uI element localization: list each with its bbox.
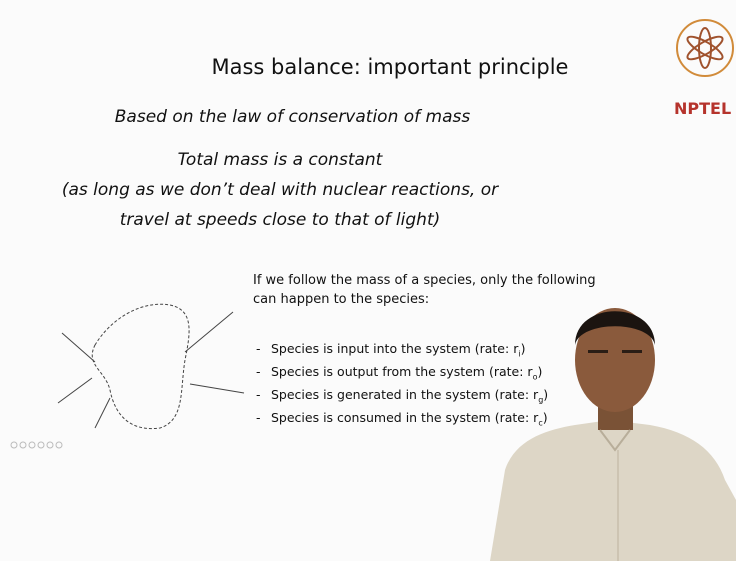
item-marker: - [256,341,271,356]
intro-line: can happen to the species: [253,292,429,307]
statement-line: Total mass is a constant [0,150,560,170]
statement-line: travel at speeds close to that of light) [0,210,560,230]
player-controls [11,442,62,448]
item-marker: - [256,364,271,379]
item-marker: - [256,410,271,425]
statement-line: (as long as we don’t deal with nuclear r… [0,180,560,200]
logo-text: NPTEL [674,99,731,118]
item: -Species is output from the system (rate… [256,364,542,382]
item-text: Species is consumed in the system (rate:… [271,410,538,425]
item: -Species is consumed in the system (rate… [256,410,548,428]
item: -Species is input into the system (rate:… [256,341,525,359]
system-diagram [58,304,244,428]
item-marker: - [256,387,271,402]
item: -Species is generated in the system (rat… [256,387,548,405]
slide: Mass balance: important principle Based … [0,0,736,561]
item-end: ) [537,364,542,379]
presenter [490,308,736,561]
title: Mass balance: important principle [0,55,736,79]
item-end: ) [543,410,548,425]
item-text: Species is generated in the system (rate… [271,387,538,402]
intro-line: If we follow the mass of a species, only… [253,273,596,288]
item-text: Species is input into the system (rate: … [271,341,518,356]
item-text: Species is output from the system (rate:… [271,364,533,379]
item-end: ) [521,341,526,356]
subtitle: Based on the law of conservation of mass [0,107,585,127]
item-end: ) [543,387,548,402]
